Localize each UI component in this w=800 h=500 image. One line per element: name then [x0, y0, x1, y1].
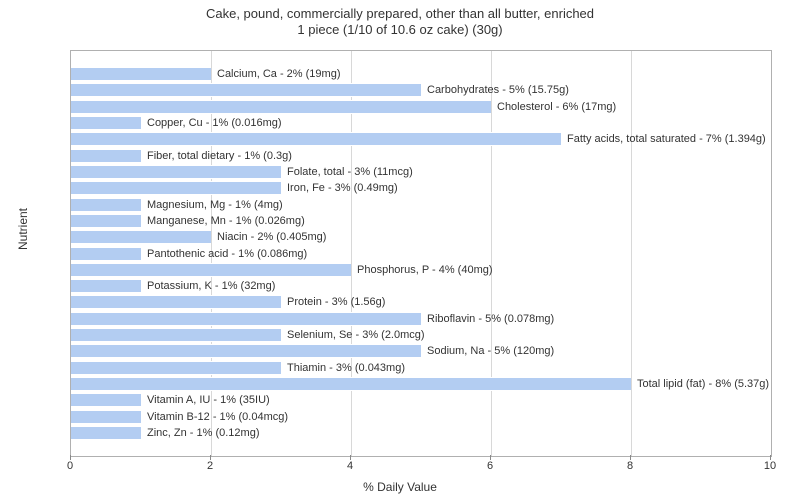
nutrient-bar: [71, 263, 351, 277]
nutrient-bar: [71, 165, 281, 179]
nutrient-bar: [71, 83, 421, 97]
nutrient-bar-label: Folate, total - 3% (11mcg): [287, 165, 413, 179]
nutrient-bar-label: Zinc, Zn - 1% (0.12mg): [147, 426, 259, 440]
nutrition-chart: Cake, pound, commercially prepared, othe…: [0, 0, 800, 500]
nutrient-bar-label: Magnesium, Mg - 1% (4mg): [147, 198, 283, 212]
nutrient-bar-label: Riboflavin - 5% (0.078mg): [427, 312, 554, 326]
nutrient-bar: [71, 149, 141, 163]
nutrient-bar-label: Vitamin B-12 - 1% (0.04mcg): [147, 410, 288, 424]
nutrient-bar-label: Pantothenic acid - 1% (0.086mg): [147, 247, 307, 261]
x-tick-label: 2: [207, 460, 213, 472]
nutrient-bar-label: Fiber, total dietary - 1% (0.3g): [147, 149, 292, 163]
nutrient-bar-label: Manganese, Mn - 1% (0.026mg): [147, 214, 305, 228]
nutrient-bar-label: Protein - 3% (1.56g): [287, 295, 385, 309]
nutrient-bar-label: Potassium, K - 1% (32mg): [147, 279, 275, 293]
nutrient-bar-label: Fatty acids, total saturated - 7% (1.394…: [567, 132, 766, 146]
nutrient-bar: [71, 247, 141, 261]
x-tick-label: 6: [487, 460, 493, 472]
x-tick-label: 8: [627, 460, 633, 472]
nutrient-bar: [71, 312, 421, 326]
nutrient-bar: [71, 214, 141, 228]
gridline: [491, 51, 492, 456]
chart-title-line1: Cake, pound, commercially prepared, othe…: [0, 6, 800, 21]
nutrient-bar: [71, 426, 141, 440]
x-tick-label: 10: [764, 460, 776, 472]
nutrient-bar-label: Vitamin A, IU - 1% (35IU): [147, 393, 270, 407]
nutrient-bar-label: Selenium, Se - 3% (2.0mcg): [287, 328, 425, 342]
nutrient-bar: [71, 361, 281, 375]
nutrient-bar: [71, 100, 491, 114]
nutrient-bar-label: Cholesterol - 6% (17mg): [497, 100, 616, 114]
nutrient-bar: [71, 116, 141, 130]
nutrient-bar: [71, 393, 141, 407]
nutrient-bar: [71, 230, 211, 244]
nutrient-bar: [71, 410, 141, 424]
nutrient-bar: [71, 328, 281, 342]
nutrient-bar: [71, 198, 141, 212]
nutrient-bar-label: Iron, Fe - 3% (0.49mg): [287, 181, 398, 195]
nutrient-bar-label: Copper, Cu - 1% (0.016mg): [147, 116, 282, 130]
nutrient-bar: [71, 279, 141, 293]
nutrient-bar-label: Sodium, Na - 5% (120mg): [427, 344, 554, 358]
nutrient-bar-label: Carbohydrates - 5% (15.75g): [427, 83, 569, 97]
nutrient-bar: [71, 181, 281, 195]
nutrient-bar: [71, 132, 561, 146]
nutrient-bar: [71, 295, 281, 309]
nutrient-bar: [71, 377, 631, 391]
x-tick-label: 4: [347, 460, 353, 472]
gridline: [631, 51, 632, 456]
y-axis-label: Nutrient: [16, 208, 30, 250]
nutrient-bar: [71, 344, 421, 358]
nutrient-bar: [71, 67, 211, 81]
nutrient-bar-label: Thiamin - 3% (0.043mg): [287, 361, 405, 375]
nutrient-bar-label: Calcium, Ca - 2% (19mg): [217, 67, 340, 81]
x-tick-label: 0: [67, 460, 73, 472]
x-axis-label: % Daily Value: [0, 480, 800, 494]
nutrient-bar-label: Phosphorus, P - 4% (40mg): [357, 263, 493, 277]
nutrient-bar-label: Total lipid (fat) - 8% (5.37g): [637, 377, 769, 391]
plot-area: Calcium, Ca - 2% (19mg) Carbohydrates - 5…: [70, 50, 772, 457]
chart-title-line2: 1 piece (1/10 of 10.6 oz cake) (30g): [0, 22, 800, 37]
nutrient-bar-label: Niacin - 2% (0.405mg): [217, 230, 326, 244]
